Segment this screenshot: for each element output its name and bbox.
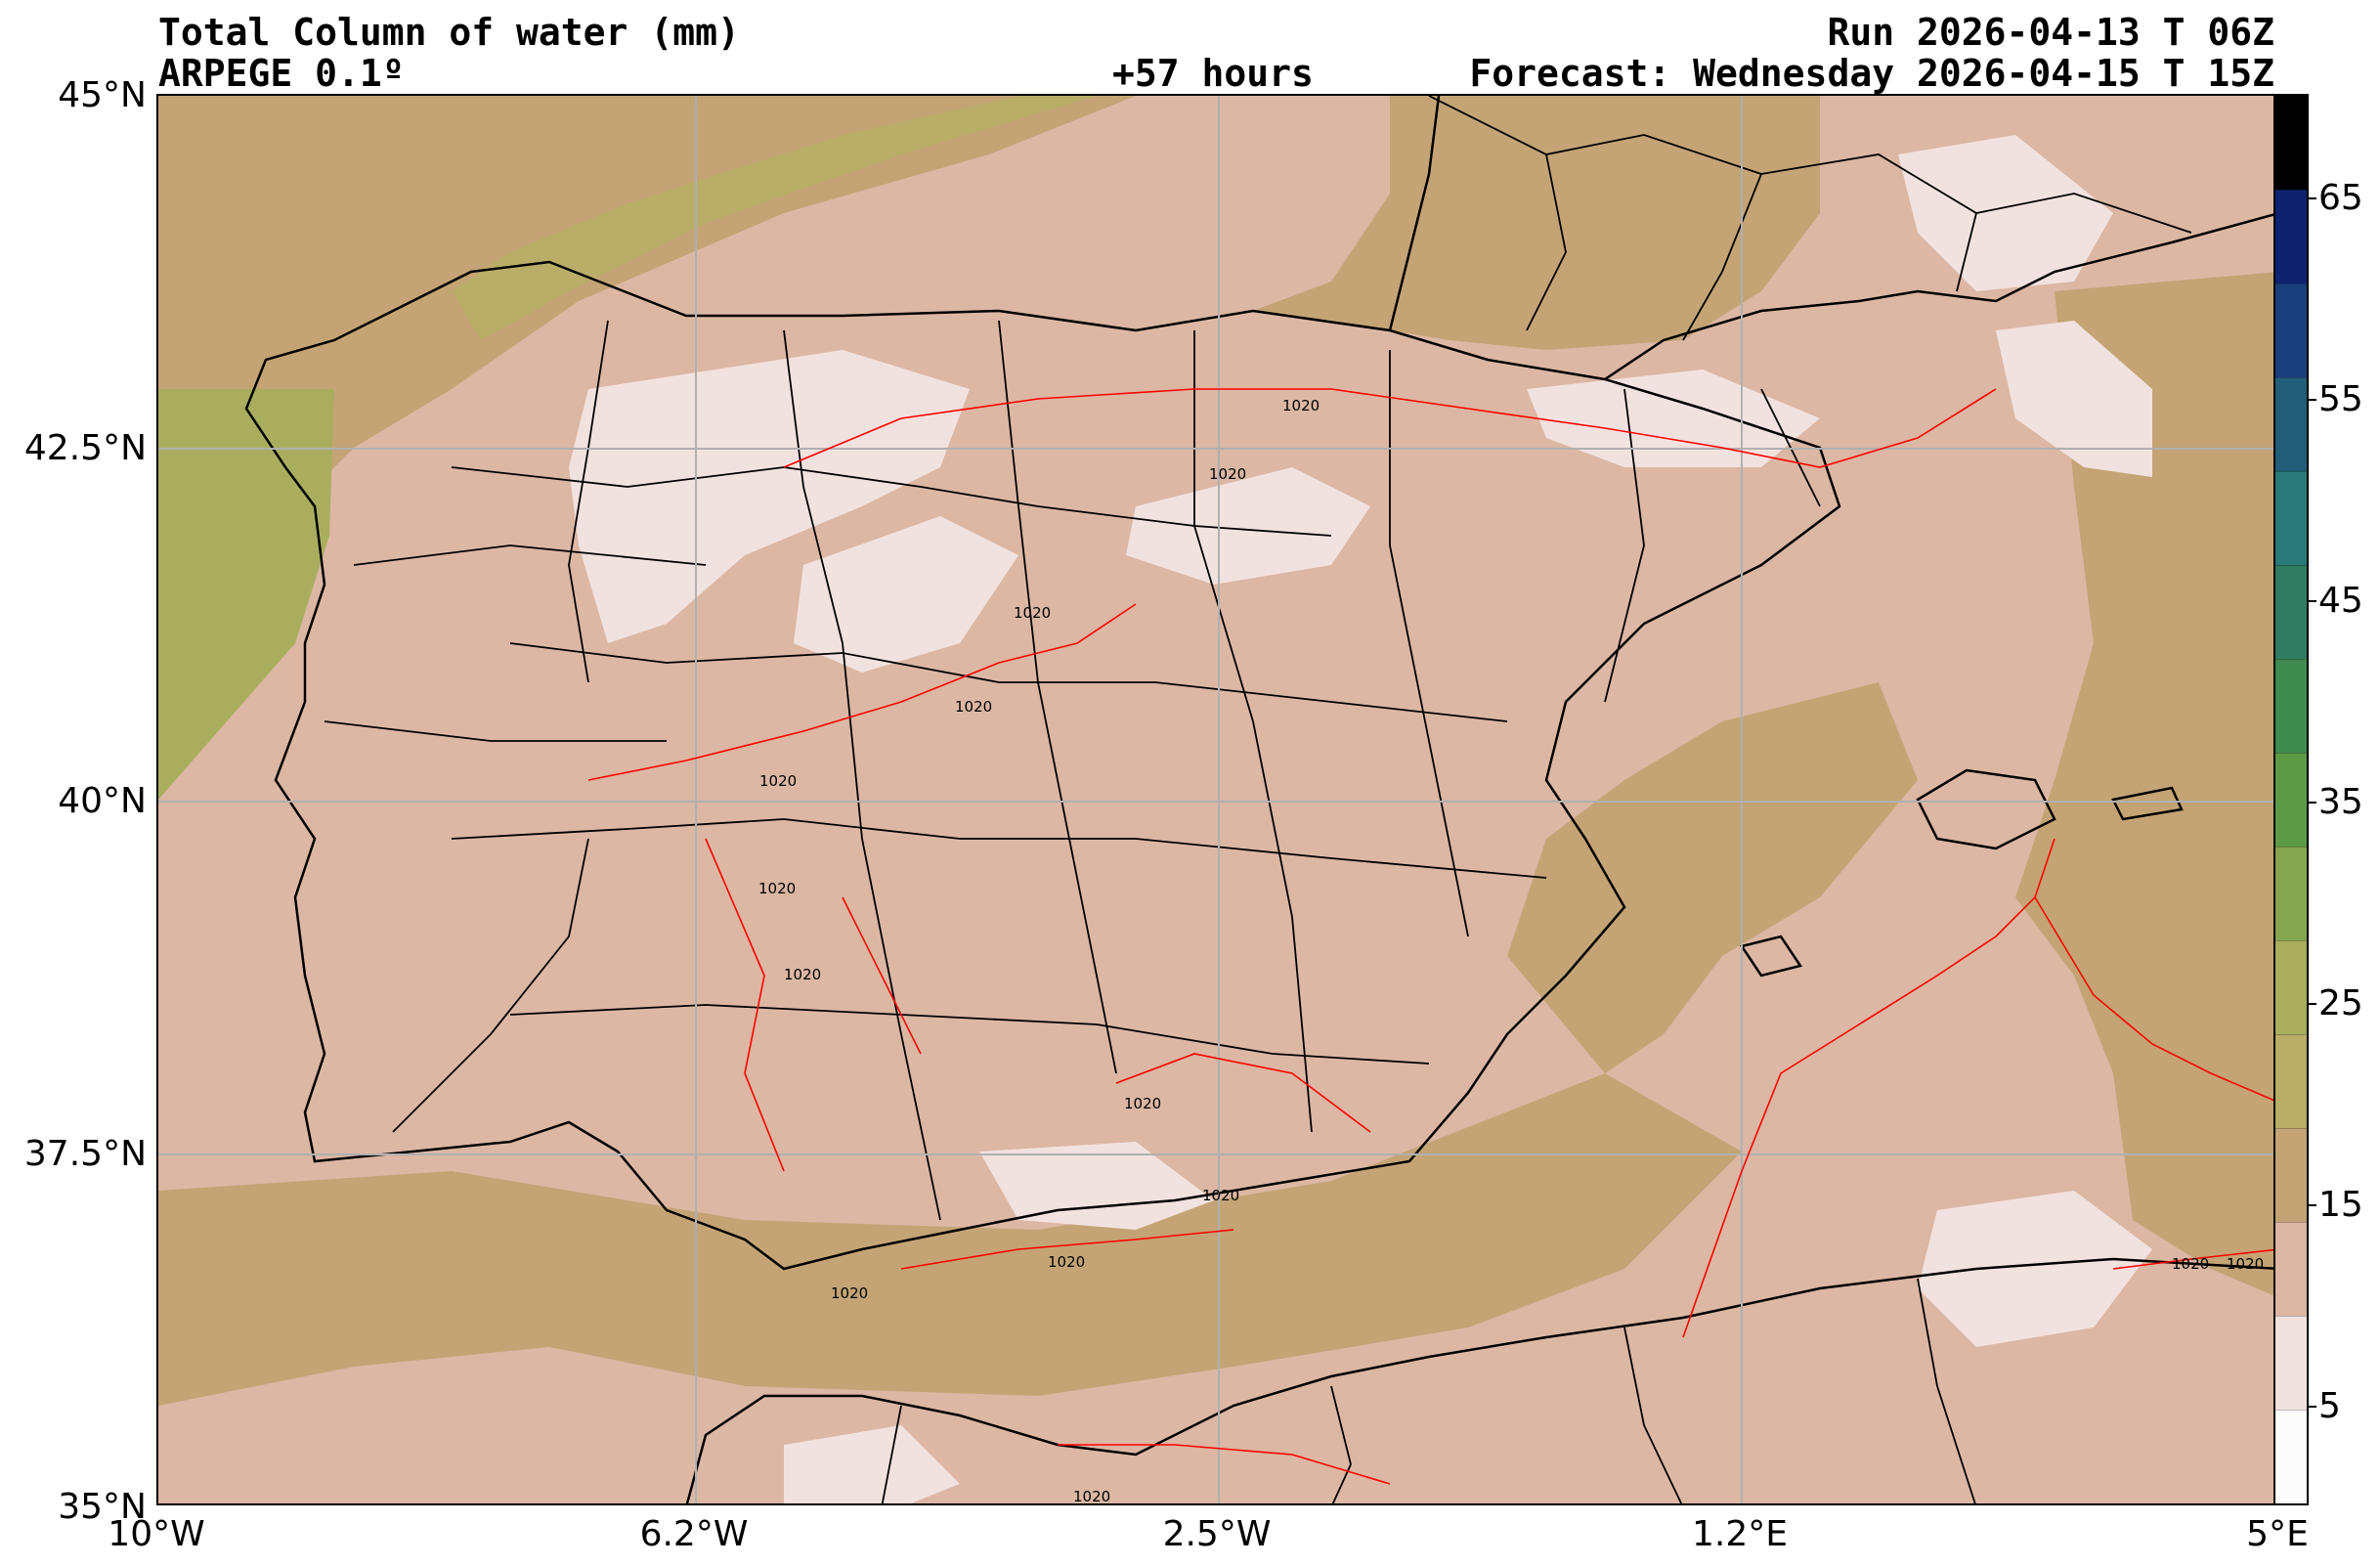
colorbar-segment bbox=[2275, 659, 2307, 753]
colorbar-segment bbox=[2275, 1034, 2307, 1128]
map-title: Total Column of water (mm) bbox=[158, 11, 740, 54]
isobar-label: 1020 bbox=[955, 698, 992, 716]
colorbar-tick bbox=[2309, 1003, 2316, 1005]
field-5-10-duero bbox=[569, 350, 970, 643]
lat-label: 35°N bbox=[58, 1487, 147, 1527]
colorbar-label: 15 bbox=[2318, 1185, 2363, 1225]
colorbar-tick bbox=[2309, 197, 2316, 199]
colorbar-label: 55 bbox=[2318, 379, 2363, 419]
colorbar-segment bbox=[2275, 190, 2307, 283]
lon-label: 10°W bbox=[108, 1514, 205, 1554]
france-atlantic-coast bbox=[1388, 96, 1441, 331]
isobar-label: 1020 bbox=[2172, 1255, 2209, 1273]
colorbar-label: 25 bbox=[2318, 983, 2363, 1023]
isobar-label: 1020 bbox=[784, 966, 821, 983]
map-panel[interactable]: 1020 1020 1020 1020 1020 1020 1020 1020 … bbox=[156, 94, 2277, 1505]
colorbar-segment bbox=[2275, 1222, 2307, 1316]
field-5-10-ebro bbox=[1126, 467, 1370, 585]
lat-label: 42.5°N bbox=[23, 428, 147, 468]
menorca-outline bbox=[2111, 786, 2184, 821]
run-label: Run 2026-04-13 T 06Z bbox=[1827, 11, 2274, 54]
lon-label: 2.5°W bbox=[1162, 1514, 1272, 1554]
mallorca-outline bbox=[1916, 768, 2056, 850]
isobar-label: 1020 bbox=[1014, 604, 1051, 622]
model-label: ARPEGE 0.1º bbox=[158, 52, 405, 95]
field-5-10-sierra-nevada bbox=[979, 1142, 1214, 1230]
field-5-10-alps bbox=[1898, 135, 2113, 291]
colorbar-segment bbox=[2275, 847, 2307, 940]
field-20-25-band bbox=[452, 96, 1097, 340]
field-5-10-centre bbox=[794, 516, 1018, 673]
lon-label: 6.2°W bbox=[639, 1514, 749, 1554]
colorbar-segment bbox=[2275, 940, 2307, 1034]
colorbar-label: 5 bbox=[2318, 1386, 2341, 1426]
field-15-20-west bbox=[158, 96, 1136, 800]
colorbar-tick bbox=[2309, 399, 2316, 401]
colorbar-tick bbox=[2309, 600, 2316, 602]
isobar-label: 1020 bbox=[1282, 397, 1320, 414]
isobar-label: 1020 bbox=[831, 1284, 868, 1302]
france-med-coast bbox=[1604, 212, 2275, 381]
colorbar-label: 45 bbox=[2318, 581, 2363, 621]
lat-label: 37.5°N bbox=[23, 1134, 147, 1174]
colorbar-segment bbox=[2275, 1128, 2307, 1222]
colorbar-label: 35 bbox=[2318, 782, 2363, 822]
iberia-coastline bbox=[244, 260, 1841, 1271]
north-africa-coastline bbox=[685, 1257, 2275, 1503]
field-5-10-pyrenees bbox=[1527, 370, 1820, 467]
isobar-label: 1020 bbox=[1209, 465, 1246, 483]
colorbar-segment bbox=[2275, 471, 2307, 565]
ibiza-outline bbox=[1739, 935, 1803, 978]
map-canvas: 1020 1020 1020 1020 1020 1020 1020 1020 … bbox=[158, 96, 2275, 1505]
field-5-10-gulf-lion bbox=[1996, 321, 2152, 477]
colorbar-tick bbox=[2309, 802, 2316, 804]
isobar-label: 1020 bbox=[1073, 1488, 1110, 1505]
colorbar-tick bbox=[2309, 1406, 2316, 1408]
field-5-10-morocco bbox=[784, 1425, 960, 1503]
colorbar-segment bbox=[2275, 753, 2307, 847]
field-15-20-east bbox=[2015, 272, 2275, 1297]
field-25-30-coast bbox=[158, 389, 334, 800]
graticule bbox=[158, 96, 2275, 1503]
lon-label: 1.2°E bbox=[1692, 1514, 1788, 1554]
lon-label: 5°E bbox=[2246, 1514, 2309, 1554]
colorbar-segment bbox=[2275, 1410, 2307, 1503]
colorbar-segment bbox=[2275, 283, 2307, 377]
colorbar-tick bbox=[2309, 1204, 2316, 1206]
field-5-10-algeria bbox=[1918, 1191, 2152, 1347]
colorbar-segment bbox=[2275, 96, 2307, 190]
field-15-20-france bbox=[1253, 96, 1820, 350]
isobar-label: 1020 bbox=[2227, 1255, 2264, 1273]
colorbar-segment bbox=[2275, 377, 2307, 471]
colorbar-label: 65 bbox=[2318, 178, 2363, 218]
isobar-labels: 1020 1020 1020 1020 1020 1020 1020 1020 … bbox=[758, 397, 2264, 1505]
colorbar bbox=[2273, 94, 2309, 1505]
isobars-1020 bbox=[587, 388, 2275, 1485]
isobar-label: 1020 bbox=[758, 880, 796, 897]
isobar-label: 1020 bbox=[759, 772, 797, 790]
lat-label: 45°N bbox=[58, 75, 147, 115]
lat-label: 40°N bbox=[58, 781, 147, 821]
lead-time-label: +57 hours bbox=[1112, 52, 1314, 95]
isobar-label: 1020 bbox=[1048, 1253, 1085, 1271]
isobar-label: 1020 bbox=[1202, 1187, 1239, 1204]
isobar-label: 1020 bbox=[1124, 1095, 1161, 1112]
field-15-20-valencia bbox=[1507, 682, 1918, 1073]
colorbar-segment bbox=[2275, 1316, 2307, 1410]
field-15-20-south bbox=[158, 1073, 1742, 1406]
forecast-label: Forecast: Wednesday 2026-04-15 T 15Z bbox=[1469, 52, 2274, 95]
colorbar-segment bbox=[2275, 565, 2307, 659]
